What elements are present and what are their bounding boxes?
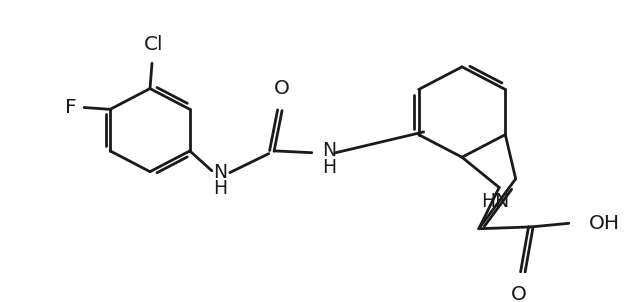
Text: O: O xyxy=(511,285,527,302)
Text: HN: HN xyxy=(481,192,509,211)
Text: F: F xyxy=(65,98,76,117)
Text: Cl: Cl xyxy=(144,35,164,54)
Text: N: N xyxy=(212,163,227,182)
Text: H: H xyxy=(212,179,227,198)
Text: H: H xyxy=(322,158,336,177)
Text: OH: OH xyxy=(589,214,620,233)
Text: O: O xyxy=(274,79,290,98)
Text: N: N xyxy=(322,141,336,160)
